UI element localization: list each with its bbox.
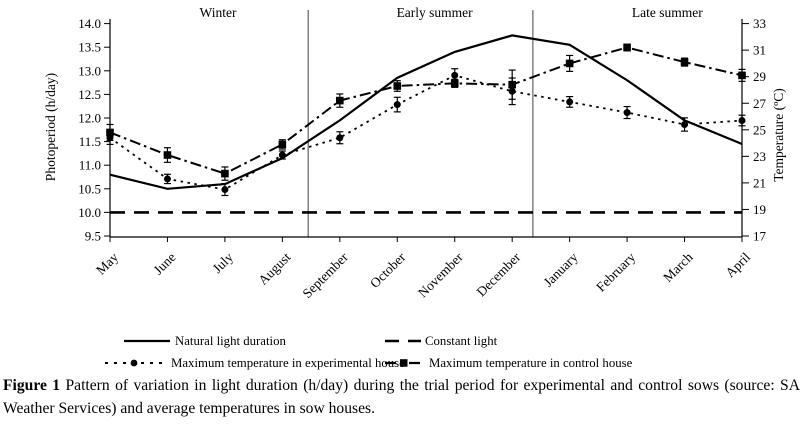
left-axis-tick-label: 14.0 bbox=[78, 16, 101, 31]
series-line-3 bbox=[109, 46, 743, 175]
left-axis-tick-label: 13.5 bbox=[78, 40, 101, 55]
legend-key-dotted-circle-icon bbox=[105, 359, 167, 367]
right-axis-tick-label: 33 bbox=[753, 16, 766, 31]
x-axis-label: March bbox=[660, 249, 696, 285]
data-point-circle bbox=[451, 71, 459, 79]
data-point-square bbox=[278, 140, 287, 149]
right-axis-tick-label: 25 bbox=[753, 122, 766, 137]
right-axis-tick-label: 21 bbox=[753, 175, 766, 190]
legend-label: Maximum temperature in experimental hous… bbox=[171, 355, 405, 370]
legend-item-natural-light: Natural light duration bbox=[123, 333, 286, 349]
x-axis-label: September bbox=[300, 249, 352, 301]
legend-item-constant-light: Constant light bbox=[385, 333, 497, 349]
season-label: Winter bbox=[200, 5, 237, 20]
data-point-circle bbox=[681, 120, 689, 128]
data-point-square bbox=[336, 96, 344, 105]
left-axis-title: Photoperiod (h/day) bbox=[43, 72, 58, 182]
data-point-square bbox=[163, 151, 172, 159]
left-axis-tick-label: 9.5 bbox=[85, 229, 101, 244]
legend-key-dashdot-square-icon bbox=[385, 359, 425, 367]
legend-key-solid-line-icon bbox=[124, 339, 170, 343]
right-axis-tick-label: 29 bbox=[753, 69, 766, 84]
left-axis-tick-label: 12.0 bbox=[78, 111, 101, 126]
legend-key-dashed-line-icon bbox=[385, 339, 421, 343]
caption-label: Figure 1 bbox=[3, 377, 61, 394]
season-label: Late summer bbox=[632, 5, 703, 20]
season-label: Early summer bbox=[397, 5, 474, 20]
data-point-square bbox=[221, 169, 229, 178]
right-axis-title: Temperature (ºC) bbox=[771, 88, 786, 182]
data-point-circle bbox=[278, 151, 286, 159]
x-axis-label: July bbox=[210, 249, 237, 276]
left-axis-tick-label: 10.5 bbox=[78, 181, 101, 196]
left-axis-tick-label: 11.0 bbox=[79, 158, 101, 173]
data-point-square bbox=[106, 128, 114, 137]
right-axis-tick-label: 17 bbox=[753, 229, 767, 244]
x-axis-label: December bbox=[473, 249, 523, 299]
legend-item-control-house: Maximum temperature in control house bbox=[385, 355, 632, 371]
data-point-square bbox=[450, 79, 459, 88]
data-point-circle bbox=[393, 101, 401, 109]
data-point-circle bbox=[738, 117, 746, 125]
data-point-square bbox=[565, 59, 574, 68]
data-point-circle bbox=[336, 134, 344, 142]
left-axis-tick-label: 11.5 bbox=[79, 134, 101, 149]
legend-item-experimental-house: Maximum temperature in experimental hous… bbox=[105, 355, 405, 371]
x-axis-label: August bbox=[255, 249, 293, 287]
legend-label: Natural light duration bbox=[175, 333, 286, 348]
series-line-2 bbox=[109, 74, 743, 191]
data-point-circle bbox=[566, 98, 574, 106]
left-axis-tick-label: 13.0 bbox=[78, 63, 101, 78]
data-point-circle bbox=[623, 109, 631, 117]
chart-canvas: Winter Early summer Late summer 14.0 13.5 13.… bbox=[78, 5, 767, 301]
x-axis-label: October bbox=[367, 249, 409, 291]
data-point-square bbox=[680, 58, 689, 66]
data-point-square bbox=[393, 82, 402, 90]
caption-text: Pattern of variation in light duration (… bbox=[3, 377, 800, 417]
left-axis-tick-label: 12.5 bbox=[78, 87, 101, 102]
series-line-0 bbox=[109, 34, 743, 190]
x-axis-label: June bbox=[150, 250, 178, 278]
data-point-square bbox=[508, 80, 516, 89]
x-axis-label: November bbox=[415, 249, 466, 300]
right-axis-tick-label: 19 bbox=[753, 202, 766, 217]
right-axis-tick-label: 31 bbox=[753, 43, 766, 58]
right-axis-tick-label: 23 bbox=[753, 149, 766, 164]
right-axis-tick-label: 27 bbox=[753, 96, 767, 111]
legend-label: Constant light bbox=[425, 333, 498, 348]
x-axis-label: January bbox=[540, 249, 580, 289]
x-axis-label: May bbox=[93, 249, 121, 277]
legend-label: Maximum temperature in control house bbox=[429, 355, 633, 370]
figure-caption: Figure 1 Pattern of variation in light d… bbox=[3, 374, 800, 420]
x-axis-label: February bbox=[593, 249, 638, 294]
x-axis-label: April bbox=[722, 249, 753, 280]
data-point-square bbox=[738, 71, 746, 80]
data-point-circle bbox=[163, 175, 171, 183]
left-axis-tick-label: 10.0 bbox=[78, 205, 101, 220]
data-point-square bbox=[623, 43, 631, 52]
data-point-circle bbox=[221, 186, 229, 194]
